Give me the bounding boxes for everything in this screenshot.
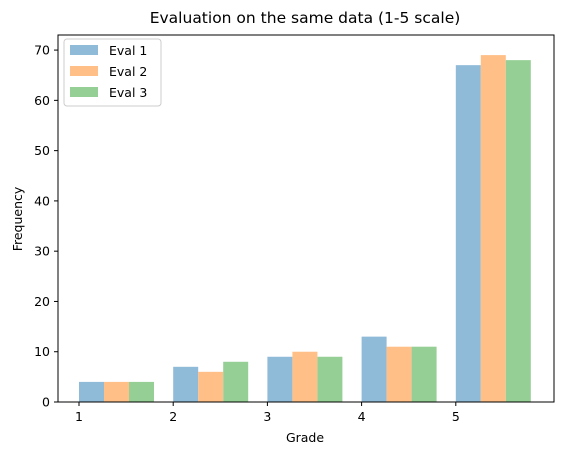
bar-eval-1-grade-5 xyxy=(455,65,481,402)
y-axis-label: Frequency xyxy=(10,186,25,251)
bar-eval-3-grade-2 xyxy=(223,361,249,402)
y-tick-label: 70 xyxy=(34,43,50,58)
bar-eval-3-grade-1 xyxy=(129,381,154,402)
x-tick-label: 5 xyxy=(452,409,460,424)
x-axis-label: Grade xyxy=(286,430,324,445)
y-axis-ticks: 0 10 20 30 40 50 60 70 xyxy=(34,43,58,410)
x-axis-ticks: 1 2 3 4 5 xyxy=(75,402,460,424)
bar-eval-2-grade-3 xyxy=(292,351,318,402)
x-tick-label: 2 xyxy=(169,409,177,424)
y-tick-label: 60 xyxy=(34,93,50,108)
bar-eval-1-grade-2 xyxy=(173,366,199,402)
y-tick-label: 20 xyxy=(34,294,50,309)
bar-eval-3-grade-3 xyxy=(317,356,343,402)
bar-eval-2-grade-5 xyxy=(480,55,506,403)
y-tick-label: 10 xyxy=(34,344,50,359)
bar-eval-3-grade-4 xyxy=(411,346,437,402)
bar-eval-3-grade-5 xyxy=(505,60,531,402)
legend-swatch-eval-3 xyxy=(70,87,98,97)
x-tick-label: 1 xyxy=(75,409,83,424)
legend-label-eval-3: Eval 3 xyxy=(109,85,147,100)
legend-label-eval-2: Eval 2 xyxy=(109,64,147,79)
legend-label-eval-1: Eval 1 xyxy=(109,43,147,58)
x-tick-label: 3 xyxy=(263,409,271,424)
bar-eval-1-grade-1 xyxy=(79,381,104,402)
legend: Eval 1 Eval 2 Eval 3 xyxy=(63,38,162,107)
x-tick-label: 4 xyxy=(358,409,366,424)
y-tick-label: 30 xyxy=(34,244,50,259)
bar-eval-1-grade-4 xyxy=(361,336,387,402)
bar-eval-1-grade-3 xyxy=(267,356,293,402)
y-tick-label: 0 xyxy=(42,395,50,410)
y-tick-label: 50 xyxy=(34,143,50,158)
bar-eval-2-grade-1 xyxy=(104,381,129,402)
bar-eval-2-grade-2 xyxy=(198,371,224,402)
legend-swatch-eval-1 xyxy=(70,45,98,55)
legend-swatch-eval-2 xyxy=(70,66,98,76)
bar-eval-2-grade-4 xyxy=(386,346,412,402)
plot-frame xyxy=(57,34,555,403)
chart-title: Evaluation on the same data (1-5 scale) xyxy=(150,9,461,27)
y-tick-label: 40 xyxy=(34,193,50,208)
bars-group xyxy=(79,55,531,403)
